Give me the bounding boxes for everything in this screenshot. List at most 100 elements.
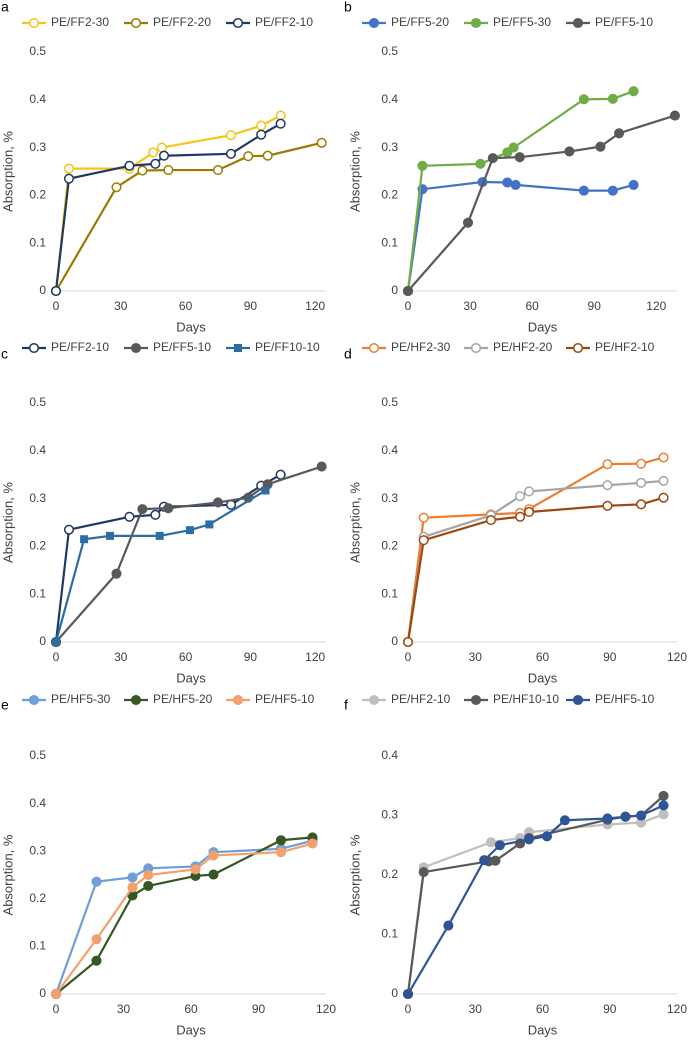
series-line (406, 813, 664, 995)
marker (602, 459, 613, 470)
y-tick-label: 0 (391, 634, 398, 648)
chart-panel: b 0 0.1 0.2 0.3 0.4 0.5 0 30 60 90 120 Days Absorptio… (344, 0, 680, 334)
chart-panel: a 0 0.1 0.2 0.3 0.4 0.5 0 30 60 90 120 Days Absorptio… (0, 0, 327, 334)
x-tick-label: 30 (114, 299, 128, 313)
marker (63, 173, 75, 184)
y-tick-label: 0.2 (381, 867, 398, 881)
legend-label: PE/HF5-20 (153, 692, 213, 706)
marker (243, 151, 254, 162)
legend-label: PE/HF5-10 (595, 692, 655, 706)
x-tick-label: 90 (244, 299, 258, 313)
y-tick-label: 0.2 (29, 188, 46, 202)
marker (490, 855, 501, 866)
marker (658, 809, 669, 820)
marker (402, 988, 414, 1000)
x-tick-label: 60 (536, 1002, 550, 1016)
marker (510, 179, 521, 190)
y-axis-title: Absorption, % (347, 482, 362, 563)
marker (636, 477, 647, 488)
panel-label: a (1, 0, 9, 15)
marker (578, 185, 589, 196)
marker (208, 850, 219, 861)
series-line (55, 836, 313, 995)
panel-label: f (344, 697, 348, 713)
legend-marker (234, 344, 242, 352)
marker (91, 934, 102, 945)
marker (155, 531, 164, 540)
marker (418, 512, 429, 523)
y-tick-label: 0.2 (381, 539, 398, 553)
marker (524, 506, 535, 518)
legend-marker (368, 342, 380, 354)
marker (307, 838, 318, 849)
legend-marker (368, 694, 380, 706)
marker (205, 520, 214, 529)
x-tick-label: 0 (53, 650, 60, 664)
marker (111, 568, 122, 579)
panel-label: e (1, 697, 9, 713)
legend-label: PE/FF2-20 (153, 15, 211, 29)
marker (658, 800, 669, 811)
marker (515, 511, 526, 522)
x-tick-label: 60 (184, 1002, 198, 1016)
series-line (406, 456, 664, 643)
marker (50, 285, 62, 297)
series-line (406, 496, 664, 643)
series-line (54, 489, 267, 643)
marker (628, 179, 639, 190)
x-axis-title: Days (176, 1022, 206, 1037)
marker (225, 148, 237, 159)
marker (514, 152, 525, 163)
legend-marker (368, 17, 380, 29)
y-tick-label: 0.1 (29, 586, 46, 600)
series-line (407, 804, 665, 995)
series-line (406, 795, 665, 995)
x-tick-label: 120 (667, 650, 687, 664)
marker (212, 497, 224, 508)
marker (163, 503, 174, 514)
y-tick-label: 0.5 (381, 44, 398, 58)
marker (578, 94, 589, 105)
marker (658, 452, 669, 463)
marker (262, 150, 273, 161)
x-axis-title: Days (528, 1022, 558, 1037)
y-axis-title: Absorption, % (347, 834, 362, 915)
legend-marker (130, 17, 142, 29)
y-tick-label: 0.3 (29, 843, 46, 857)
marker (636, 499, 647, 510)
series-line (54, 122, 282, 292)
legend-marker (130, 694, 142, 706)
x-tick-label: 0 (405, 1002, 412, 1016)
marker (137, 165, 148, 176)
y-tick-label: 0.5 (381, 395, 398, 409)
series-line (406, 479, 664, 643)
x-tick-label: 60 (536, 650, 550, 664)
y-tick-label: 0 (39, 283, 46, 297)
marker (63, 163, 75, 174)
x-tick-label: 120 (305, 650, 325, 664)
marker (148, 147, 159, 158)
x-tick-label: 90 (603, 1002, 617, 1016)
marker (524, 834, 535, 845)
y-tick-label: 0.4 (381, 748, 398, 762)
series-line (406, 180, 634, 292)
marker (127, 882, 138, 893)
x-tick-label: 30 (114, 650, 128, 664)
x-tick-label: 90 (588, 299, 602, 313)
x-tick-label: 120 (646, 299, 666, 313)
y-tick-label: 0.3 (381, 140, 398, 154)
y-tick-label: 0.3 (29, 140, 46, 154)
marker (91, 955, 102, 966)
y-tick-label: 0.5 (29, 748, 46, 762)
x-tick-label: 60 (525, 299, 539, 313)
marker (602, 480, 613, 491)
y-tick-label: 0.2 (29, 539, 46, 553)
marker (212, 165, 224, 176)
marker (124, 160, 135, 171)
marker (63, 524, 75, 535)
y-tick-label: 0 (39, 986, 46, 1000)
marker (607, 185, 618, 196)
series-line (55, 465, 323, 643)
marker (485, 515, 496, 526)
